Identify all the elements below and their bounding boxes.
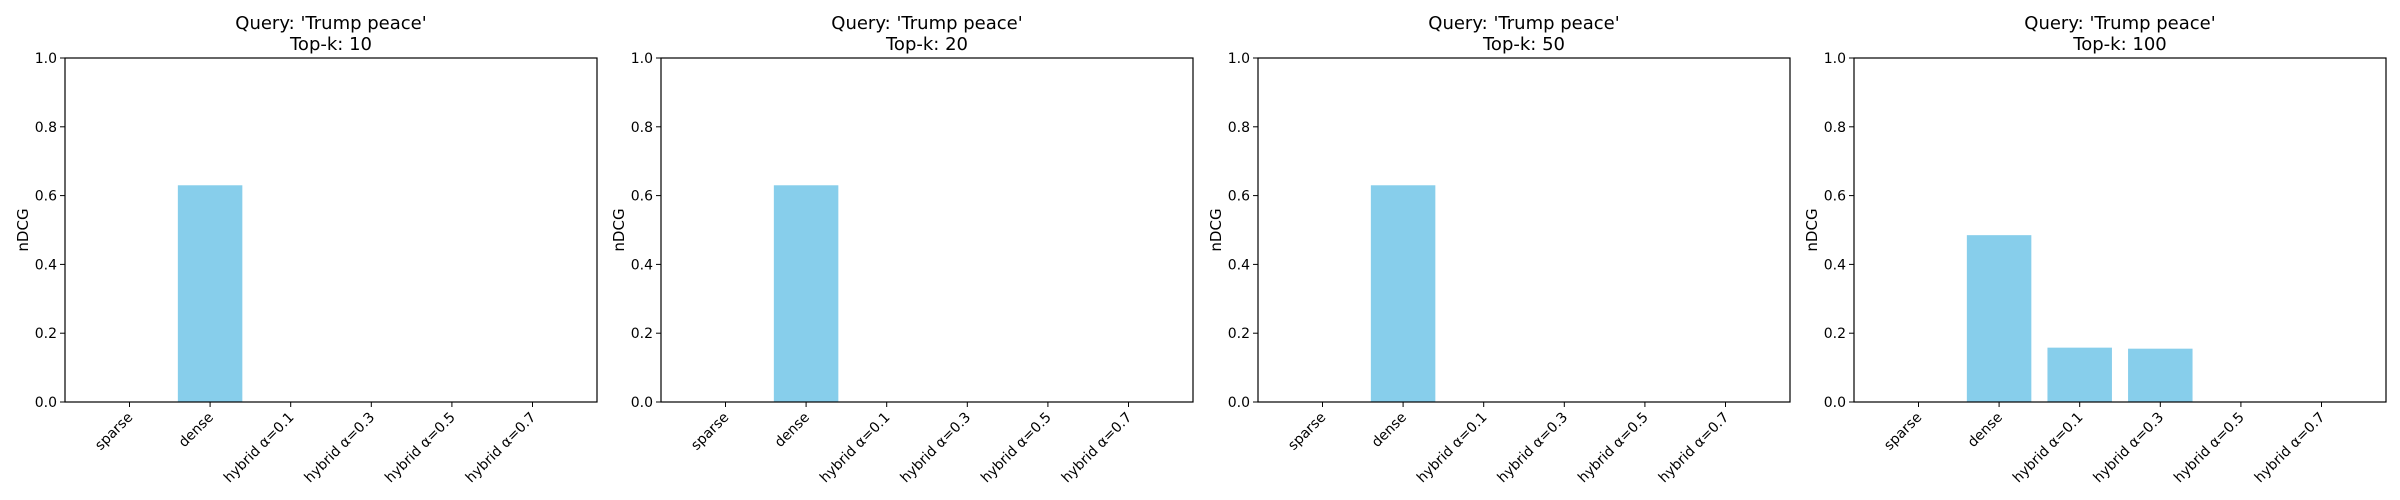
y-tick-label: 0.2 <box>35 326 57 342</box>
y-tick-label: 0.4 <box>1228 257 1250 273</box>
x-tick-label: hybrid α=0.1 <box>2010 410 2087 487</box>
axes-frame <box>660 57 1194 403</box>
x-tick-label: dense <box>1965 410 2006 451</box>
x-tick-label: hybrid α=0.1 <box>817 410 894 487</box>
chart-subtitle: Top-k: 50 <box>1482 34 1565 55</box>
y-tick-label: 0.4 <box>35 257 57 273</box>
chart-title: Query: 'Trump peace' <box>831 13 1022 34</box>
x-tick-label: sparse <box>92 410 136 454</box>
y-tick-label: 0.2 <box>1228 326 1250 342</box>
x-tick-label: dense <box>1369 410 1410 451</box>
y-tick-label: 0.6 <box>1228 189 1250 205</box>
axes-frame <box>1853 57 2387 403</box>
x-tick-label: hybrid α=0.5 <box>978 410 1055 487</box>
chart-panel-1: Query: 'Trump peace'Top-k: 10 0.0 0.2 0.4 0.… <box>14 13 598 487</box>
x-tick-label: dense <box>176 410 217 451</box>
y-tick-label: 0.6 <box>631 189 653 205</box>
x-tick-label: hybrid α=0.3 <box>2091 410 2168 487</box>
chart-title: Query: 'Trump peace' <box>2024 13 2215 34</box>
chart-subtitle: Top-k: 20 <box>885 34 968 55</box>
x-tick-label: hybrid α=0.7 <box>1656 410 1733 487</box>
y-tick-label: 0.0 <box>1228 395 1250 411</box>
x-tick-label: sparse <box>688 410 732 454</box>
chart-subtitle: Top-k: 10 <box>289 34 372 55</box>
x-tick-label: hybrid α=0.7 <box>1059 410 1136 487</box>
bar-1 <box>1370 185 1436 402</box>
bar-1 <box>773 185 839 402</box>
x-tick-label: sparse <box>1285 410 1329 454</box>
y-tick-label: 1.0 <box>1228 51 1250 67</box>
x-tick-label: hybrid α=0.3 <box>1495 410 1572 487</box>
x-tick-label: hybrid α=0.3 <box>898 410 975 487</box>
axes-frame <box>64 57 598 403</box>
y-tick-label: 0.0 <box>1824 395 1846 411</box>
y-tick-label: 0.6 <box>1824 189 1846 205</box>
x-tick-label: hybrid α=0.7 <box>2252 410 2329 487</box>
chart-panel-3: Query: 'Trump peace'Top-k: 50 0.0 0.2 0.4 0.… <box>1207 13 1791 487</box>
y-tick-label: 1.0 <box>35 51 57 67</box>
chart-title: Query: 'Trump peace' <box>235 13 426 34</box>
y-axis-label: nDCG <box>610 208 628 251</box>
x-tick-label: hybrid α=0.5 <box>1575 410 1652 487</box>
y-tick-label: 0.8 <box>631 120 653 136</box>
bar-1 <box>177 185 243 402</box>
y-tick-label: 0.8 <box>35 120 57 136</box>
x-tick-label: hybrid α=0.5 <box>382 410 459 487</box>
chart-panel-4: Query: 'Trump peace'Top-k: 100 0.0 0.2 0.4 0… <box>1803 13 2387 487</box>
bar-3 <box>2128 348 2193 402</box>
x-tick-label: hybrid α=0.7 <box>463 410 540 487</box>
x-tick-label: sparse <box>1881 410 1925 454</box>
y-tick-label: 0.4 <box>1824 257 1846 273</box>
y-tick-label: 0.2 <box>631 326 653 342</box>
y-axis-label: nDCG <box>14 208 32 251</box>
x-tick-label: hybrid α=0.5 <box>2171 410 2248 487</box>
y-tick-label: 0.0 <box>35 395 57 411</box>
y-axis-label: nDCG <box>1207 208 1225 251</box>
chart-title: Query: 'Trump peace' <box>1428 13 1619 34</box>
y-tick-label: 0.2 <box>1824 326 1846 342</box>
y-tick-label: 1.0 <box>631 51 653 67</box>
x-tick-label: hybrid α=0.1 <box>221 410 298 487</box>
y-tick-label: 0.8 <box>1824 120 1846 136</box>
chart-subtitle: Top-k: 100 <box>2072 34 2166 55</box>
y-tick-label: 0.8 <box>1228 120 1250 136</box>
y-tick-label: 0.6 <box>35 189 57 205</box>
bar-1 <box>1966 235 2032 402</box>
axes-frame <box>1257 57 1791 403</box>
x-tick-label: hybrid α=0.1 <box>1414 410 1491 487</box>
x-tick-label: hybrid α=0.3 <box>302 410 379 487</box>
x-tick-label: dense <box>772 410 813 451</box>
y-tick-label: 0.4 <box>631 257 653 273</box>
y-tick-label: 0.0 <box>631 395 653 411</box>
y-axis-label: nDCG <box>1803 208 1821 251</box>
y-tick-label: 1.0 <box>1824 51 1846 67</box>
chart-panel-2: Query: 'Trump peace'Top-k: 20 0.0 0.2 0.4 0.… <box>610 13 1194 487</box>
bar-2 <box>2047 347 2112 402</box>
